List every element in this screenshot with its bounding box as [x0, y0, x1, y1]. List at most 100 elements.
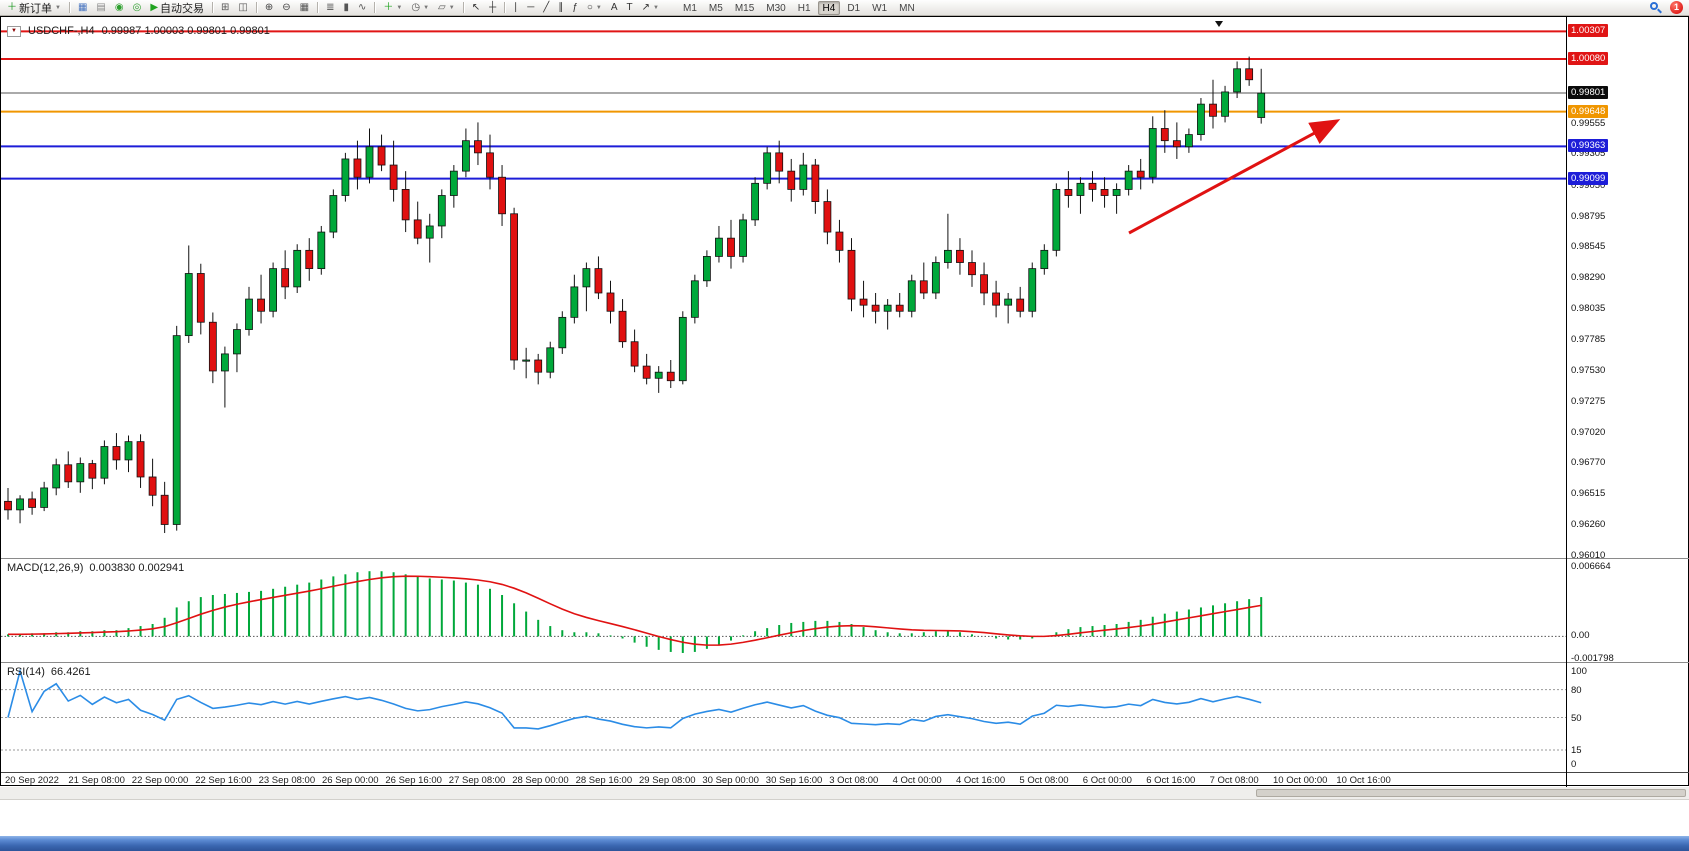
- vertical-line-button[interactable]: ∣: [509, 0, 522, 15]
- time-axis-label: 10 Oct 00:00: [1273, 775, 1328, 786]
- rsi-current-value: 66.4261: [50, 666, 91, 678]
- fibonacci-icon: ƒ: [572, 1, 578, 13]
- chart-hscrollbar[interactable]: [0, 787, 1689, 800]
- arrow-tools-icon: ↗: [641, 1, 651, 13]
- timeframe-w1[interactable]: W1: [872, 2, 888, 14]
- templates-button[interactable]: ▱ ▼: [434, 0, 459, 15]
- rsi-line: [7, 668, 1262, 730]
- time-axis-label: 23 Sep 08:00: [258, 775, 316, 786]
- chart-title: ▼ USDCHF-,H4 0.99987 1.00003 0.99801 0.9…: [7, 25, 270, 37]
- shapes-button[interactable]: ○ ▼: [583, 0, 606, 15]
- macd-indicator-label: MACD(12,26,9) 0.003830 0.002941: [7, 562, 184, 574]
- cursor-button[interactable]: ↖: [468, 0, 484, 15]
- time-axis-label: 30 Sep 00:00: [702, 775, 759, 786]
- periods-button[interactable]: ◷ ▼: [407, 0, 433, 15]
- price-axis-label: 0.99305: [1571, 148, 1606, 160]
- price-level-tag: 0.99801: [1568, 86, 1609, 100]
- time-axis[interactable]: 20 Sep 2022 21 Sep 08:00 22 Sep 00:00 22 Se…: [1, 774, 1567, 787]
- autotrading-label: 自动交易: [160, 2, 205, 15]
- price-level-tag: 0.99648: [1568, 104, 1609, 118]
- market-watch-button[interactable]: ◉: [111, 0, 128, 15]
- toolbar-separator: [374, 2, 376, 13]
- zoom-in-button[interactable]: ⊕: [261, 0, 277, 15]
- arrows-button[interactable]: ↗ ▼: [638, 0, 663, 15]
- plus-icon: ＋: [383, 1, 394, 13]
- navigator-button[interactable]: ◎: [129, 0, 146, 15]
- text-icon: A: [610, 1, 618, 13]
- profiles-button[interactable]: ▤: [92, 0, 109, 15]
- time-axis-label: 22 Sep 00:00: [131, 775, 189, 786]
- autotrading-button[interactable]: ▶ 自动交易: [146, 0, 208, 15]
- notification-badge[interactable]: 1: [1670, 1, 1683, 14]
- hline-icon: ─: [527, 1, 535, 13]
- text-label-button[interactable]: T: [623, 0, 637, 15]
- timeframe-m15[interactable]: M15: [734, 2, 755, 14]
- chart-candles-button[interactable]: ▮: [340, 0, 354, 15]
- template-icon: ▱: [438, 1, 446, 13]
- trendline-icon: ╱: [543, 1, 550, 13]
- chart-bars-button[interactable]: ≣: [322, 0, 338, 15]
- trend-arrow[interactable]: [1128, 119, 1341, 235]
- chart-line-button[interactable]: ∿: [354, 0, 370, 15]
- auto-arrange-button[interactable]: ▦: [296, 0, 313, 15]
- price-axis-label: 0.98795: [1571, 210, 1606, 222]
- timeframe-bar: M1 M5 M15 M30 H1 H4 D1 W1 MN: [678, 0, 920, 15]
- timeframe-m30[interactable]: M30: [766, 2, 786, 14]
- scrollbar-thumb[interactable]: [1256, 789, 1686, 797]
- timeframe-h1[interactable]: H1: [797, 2, 811, 14]
- tile-windows-button[interactable]: ◫: [234, 0, 251, 15]
- timeframe-d1[interactable]: D1: [847, 2, 861, 14]
- timeframe-m5[interactable]: M5: [708, 2, 723, 14]
- chevron-down-icon: ▼: [448, 4, 455, 11]
- timeframe-mn[interactable]: MN: [899, 2, 915, 14]
- macd-signal-line: [8, 575, 1262, 646]
- time-axis-label: 28 Sep 00:00: [512, 775, 569, 786]
- price-axis-label: 0.96260: [1571, 519, 1606, 531]
- zoom-out-button[interactable]: ⊖: [278, 0, 294, 15]
- charts-button[interactable]: ▦: [74, 0, 91, 15]
- time-axis-label: 3 Oct 08:00: [829, 775, 879, 786]
- fibonacci-button[interactable]: ƒ: [568, 0, 582, 15]
- rsi-axis-label: 15: [1571, 745, 1582, 757]
- price-axis-label: 0.98035: [1571, 303, 1606, 315]
- toolbar-separator: [68, 2, 70, 13]
- trendline-button[interactable]: ╱: [539, 0, 553, 15]
- toolbar-separator: [255, 2, 257, 13]
- timeframe-m1[interactable]: M1: [683, 2, 697, 14]
- price-axis-label: 0.96770: [1571, 457, 1606, 469]
- status-area: [0, 800, 1689, 836]
- arrow-down-marker[interactable]: [1215, 21, 1223, 27]
- toolbar-separator: [317, 2, 319, 13]
- text-button[interactable]: A: [607, 0, 622, 15]
- search-icon[interactable]: [1650, 1, 1662, 14]
- new-chart-button[interactable]: ⊞: [217, 0, 233, 15]
- market-watch-icon: ◉: [114, 1, 124, 13]
- cursor-icon: ↖: [471, 1, 481, 13]
- macd-axis-label: 0.006664: [1571, 561, 1611, 572]
- symbol-timeframe-label: USDCHF-,H4: [28, 25, 95, 37]
- timeframe-h4[interactable]: H4: [817, 0, 841, 15]
- new-order-button[interactable]: ＋新订单 ▼: [3, 0, 65, 15]
- time-axis-label: 21 Sep 08:00: [68, 775, 125, 786]
- chart-dropdown-icon[interactable]: ▼: [7, 25, 21, 37]
- candles[interactable]: [4, 56, 1266, 534]
- macd-name: MACD(12,26,9): [7, 562, 84, 574]
- zoom-in-icon: ⊕: [264, 1, 274, 13]
- time-axis-label: 6 Oct 00:00: [1082, 775, 1132, 786]
- ohlc-values: 0.99987 1.00003 0.99801 0.99801: [101, 25, 270, 37]
- price-chart[interactable]: [1, 17, 1689, 787]
- profiles-icon: ▤: [96, 1, 106, 13]
- tile-windows-icon: ◫: [238, 1, 248, 13]
- price-axis-label: 0.97275: [1571, 395, 1606, 407]
- price-axis[interactable]: 0.99555 0.99305 0.99050 0.98795 0.98545 0.982…: [1567, 17, 1689, 787]
- toolbar-right: 1: [1650, 1, 1686, 14]
- time-axis-label: 30 Sep 16:00: [765, 775, 823, 786]
- price-axis-label: 0.96010: [1571, 549, 1606, 561]
- channel-icon: ∥: [558, 1, 564, 13]
- horizontal-line-button[interactable]: ─: [523, 0, 538, 15]
- channel-button[interactable]: ∥: [554, 0, 567, 15]
- price-level-tag: 0.99363: [1568, 139, 1609, 153]
- crosshair-button[interactable]: ┼: [485, 0, 500, 15]
- add-indicator-button[interactable]: ＋ ▼: [379, 0, 406, 15]
- price-axis-label: 0.96515: [1571, 488, 1606, 500]
